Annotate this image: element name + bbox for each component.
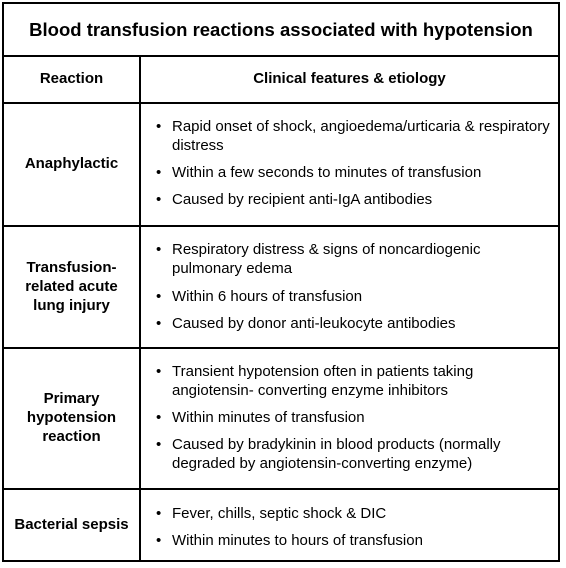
features-cell: • Transient hypotension often in patients… [141,347,558,488]
list-item: • Within 6 hours of transfusion [156,288,363,305]
table-row: Bacterial sepsis • Fever, chills, septic … [4,488,558,560]
reaction-cell: Bacterial sepsis [4,488,141,560]
bullet-icon: • [156,363,162,380]
bullet-icon: • [156,532,162,549]
reaction-cell: Anaphylactic [4,102,141,225]
list-item: • Caused by donor anti-leukocyte antibodi… [156,315,456,332]
list-item: • Within minutes of transfusion [156,409,365,426]
list-item: • Fever, chills, septic shock & DIC [156,505,387,522]
list-item: • Caused by bradykinin in blood products … [156,436,501,472]
header-reaction: Reaction [39,70,104,87]
features-cell: • Fever, chills, septic shock & DIC • With… [141,488,558,560]
transfusion-reactions-table: Blood transfusion reactions associated w… [2,2,560,562]
list-item: • Respiratory distress & signs of noncard… [156,241,481,277]
header-features: Clinical features & etiology [253,70,446,87]
list-item: • Transient hypotension often in patients… [156,363,474,399]
features-cell: • Rapid onset of shock, angioedema/urtica… [141,102,558,225]
table-row: Primary hypotension reaction • Transient … [4,347,558,490]
list-item: • Within a few seconds to minutes of tran… [156,164,482,181]
reaction-cell: Primary hypotension reaction [4,347,141,488]
header-features-cell: Clinical features & etiology [141,55,558,102]
reaction-name: Anaphylactic [24,155,119,172]
bullet-icon: • [156,241,162,258]
list-item: • Caused by recipient anti-IgA antibodies [156,191,433,208]
table-title-row: Blood transfusion reactions associated w… [4,4,558,57]
bullet-icon: • [156,409,162,426]
bullet-icon: • [156,436,162,453]
reaction-name: Bacterial sepsis [14,515,129,533]
table-row: Anaphylactic • Rapid onset of shock, angi… [4,102,558,227]
table-title: Blood transfusion reactions associated w… [29,18,533,40]
list-item: • Within minutes to hours of transfusion [156,532,423,549]
reaction-name: Transfusion-related acute lung injury [25,258,118,314]
reaction-cell: Transfusion-related acute lung injury [4,225,141,347]
header-reaction-cell: Reaction [4,55,141,102]
bullet-icon: • [156,191,162,208]
bullet-icon: • [156,118,162,135]
header-row: Reaction Clinical features & etiology [4,55,558,104]
table-row: Transfusion-related acute lung injury • R… [4,225,558,349]
bullet-icon: • [156,505,162,522]
features-cell: • Respiratory distress & signs of noncard… [141,225,558,347]
list-item: • Rapid onset of shock, angioedema/urtica… [156,118,550,154]
bullet-icon: • [156,315,162,332]
reaction-name: Primary hypotension reaction [26,390,117,445]
bullet-icon: • [156,288,162,305]
bullet-icon: • [156,164,162,181]
